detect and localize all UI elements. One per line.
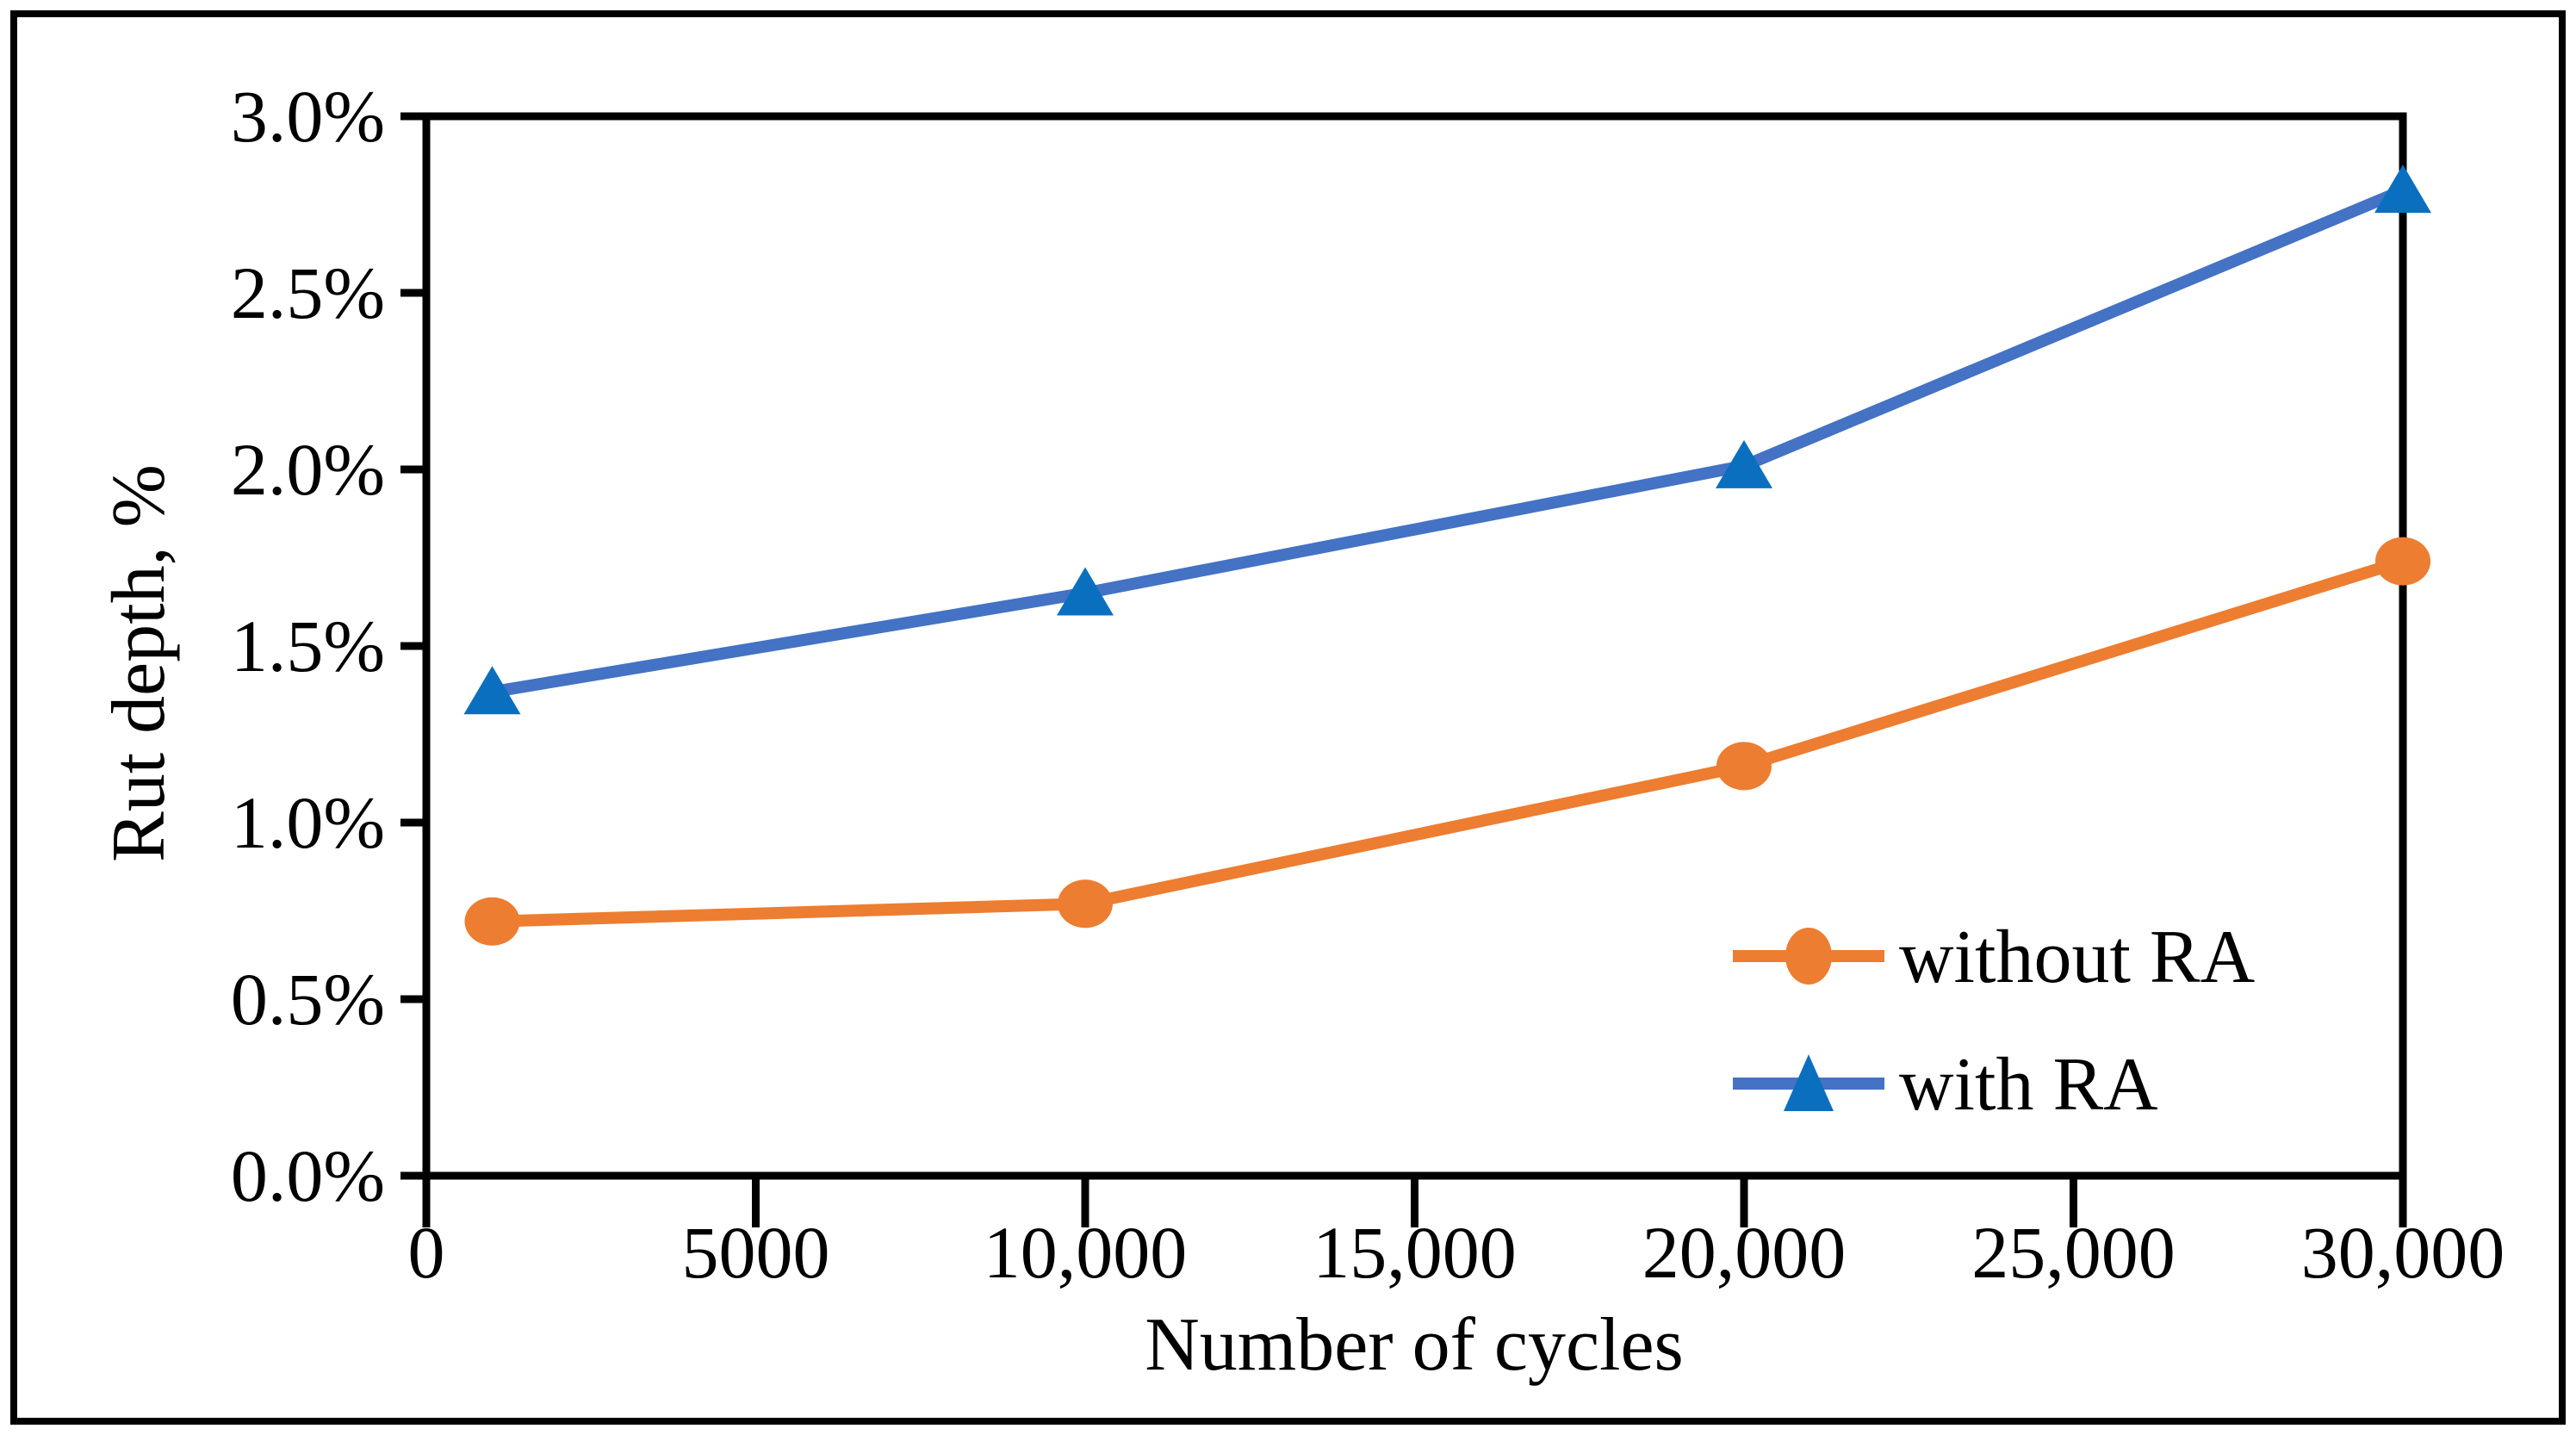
x-tick-label: 5000 [682, 1211, 830, 1294]
data-point-circle [1716, 742, 1772, 791]
legend-circle-marker [1785, 928, 1832, 985]
data-point-circle [464, 897, 520, 946]
y-axis-title: Rut depth, % [97, 464, 181, 862]
y-tick-label: 1.0% [231, 781, 385, 864]
legend-label-with-ra: with RA [1899, 1043, 2158, 1127]
data-point-triangle [1716, 439, 1772, 488]
y-tick-label: 3.0% [231, 75, 385, 158]
legend-item-with-ra: with RA [1733, 1043, 2158, 1127]
y-axis-ticks: 0.0% 0.5% 1.0% 1.5% 2.0% 2.5% 3.0% [231, 75, 426, 1217]
y-tick-label: 2.5% [231, 252, 385, 334]
series-layer [463, 165, 2431, 946]
x-tick-label: 20,000 [1642, 1211, 1847, 1294]
y-tick-label: 0.0% [231, 1134, 385, 1217]
legend-label-without-ra: without RA [1899, 916, 2255, 999]
legend: without RA with RA [1733, 916, 2255, 1127]
x-tick-label: 0 [408, 1211, 445, 1294]
legend-item-without-ra: without RA [1733, 916, 2255, 999]
plot-area-border [422, 112, 2407, 1180]
data-point-triangle [1057, 567, 1114, 616]
x-tick-label: 25,000 [1971, 1211, 2176, 1294]
y-tick-label: 0.5% [231, 958, 385, 1041]
legend-triangle-marker [1784, 1054, 1834, 1111]
series-line-with-RA [491, 184, 2405, 699]
x-tick-label: 30,000 [2301, 1211, 2505, 1294]
figure-border [10, 10, 2566, 1425]
data-point-circle [1058, 879, 1113, 929]
x-tick-label: 15,000 [1313, 1211, 1517, 1294]
series-line-without-RA [492, 555, 2405, 928]
x-axis-ticks: 0 5000 10,000 15,000 20,000 25,000 30,000 [408, 1176, 2505, 1294]
data-point-circle [2375, 537, 2430, 586]
data-point-triangle [463, 666, 521, 715]
y-tick-label: 1.5% [231, 605, 385, 687]
y-tick-label: 2.0% [231, 428, 385, 511]
x-tick-label: 10,000 [984, 1211, 1188, 1294]
x-axis-title: Number of cycles [1145, 1303, 1684, 1387]
data-point-triangle [2374, 165, 2431, 214]
